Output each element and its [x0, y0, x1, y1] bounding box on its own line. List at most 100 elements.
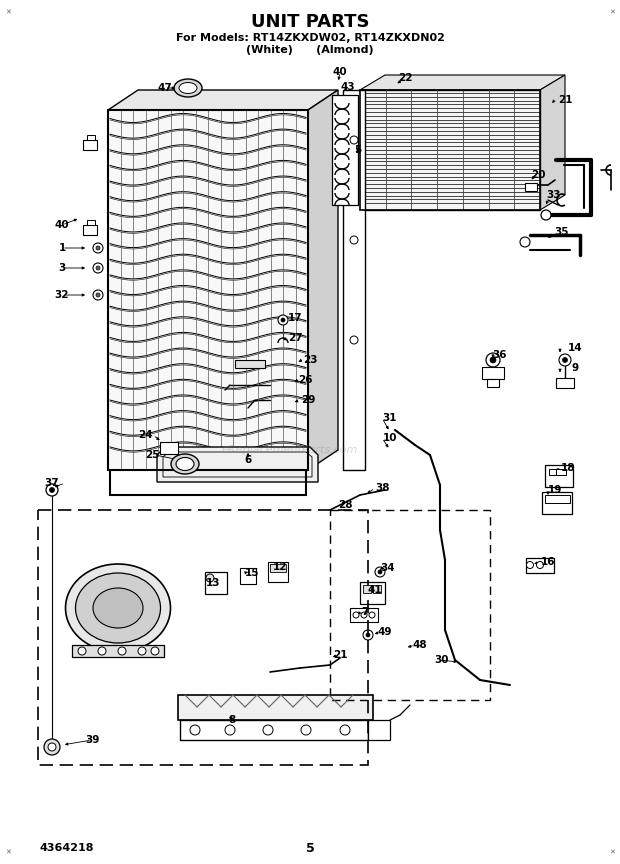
Text: 10: 10	[383, 433, 397, 443]
Polygon shape	[360, 75, 565, 90]
Circle shape	[48, 743, 56, 751]
Circle shape	[526, 562, 533, 569]
Ellipse shape	[76, 573, 161, 643]
Circle shape	[350, 136, 358, 144]
Circle shape	[225, 725, 235, 735]
Bar	[363, 585, 371, 593]
Text: 43: 43	[340, 82, 355, 92]
Ellipse shape	[179, 82, 197, 93]
Polygon shape	[308, 90, 338, 470]
Circle shape	[340, 725, 350, 735]
Polygon shape	[540, 75, 565, 210]
Text: 22: 22	[398, 73, 412, 83]
Text: UNIT PARTS: UNIT PARTS	[250, 13, 370, 31]
Circle shape	[96, 266, 100, 270]
Bar	[240, 568, 256, 584]
Circle shape	[50, 487, 55, 492]
Text: 25: 25	[144, 450, 159, 460]
Bar	[549, 469, 557, 475]
Text: 8: 8	[228, 715, 236, 725]
Text: ✕: ✕	[609, 9, 615, 15]
Bar	[360, 90, 540, 210]
Text: 17: 17	[288, 313, 303, 323]
Circle shape	[46, 484, 58, 496]
Circle shape	[366, 633, 370, 637]
Text: 20: 20	[531, 170, 545, 180]
Circle shape	[278, 315, 288, 325]
Text: 40: 40	[55, 220, 69, 230]
Bar	[556, 469, 566, 475]
Bar	[87, 135, 95, 140]
Text: 39: 39	[85, 735, 99, 745]
Text: 23: 23	[303, 355, 317, 365]
Bar	[330, 510, 490, 700]
Circle shape	[138, 647, 146, 655]
Ellipse shape	[174, 79, 202, 97]
Bar	[350, 608, 378, 622]
Polygon shape	[157, 447, 318, 482]
Bar	[180, 720, 368, 740]
Ellipse shape	[66, 564, 171, 652]
Bar	[268, 562, 288, 582]
Circle shape	[350, 236, 358, 244]
Circle shape	[361, 612, 367, 618]
Circle shape	[486, 353, 500, 367]
Text: 37: 37	[45, 478, 60, 488]
Text: ✕: ✕	[5, 9, 11, 15]
Text: eReplacementParts.com: eReplacementParts.com	[222, 445, 358, 455]
Circle shape	[559, 354, 571, 366]
Text: 48: 48	[413, 640, 427, 650]
Circle shape	[536, 562, 544, 569]
Bar	[83, 140, 97, 150]
Text: 5: 5	[355, 145, 361, 155]
Text: 49: 49	[378, 627, 392, 637]
Circle shape	[281, 318, 285, 322]
Circle shape	[375, 567, 385, 577]
Bar	[360, 582, 385, 604]
Text: 28: 28	[338, 500, 352, 510]
Text: 18: 18	[560, 463, 575, 473]
Text: 29: 29	[301, 395, 315, 405]
Text: 38: 38	[376, 483, 390, 493]
Text: 16: 16	[541, 557, 556, 567]
Text: 1: 1	[58, 243, 66, 253]
Ellipse shape	[171, 454, 199, 474]
Bar	[178, 695, 373, 720]
Text: 21: 21	[558, 95, 572, 105]
Circle shape	[93, 243, 103, 253]
Text: 40: 40	[333, 67, 347, 77]
Text: 30: 30	[435, 655, 449, 665]
Bar	[487, 379, 499, 387]
Text: 34: 34	[381, 563, 396, 573]
Text: (White)      (Almond): (White) (Almond)	[246, 45, 374, 55]
Bar	[332, 95, 358, 205]
Bar	[525, 183, 537, 191]
Text: 33: 33	[547, 190, 561, 200]
Circle shape	[541, 210, 551, 220]
Circle shape	[190, 725, 200, 735]
Text: 41: 41	[368, 585, 383, 595]
Circle shape	[301, 725, 311, 735]
Bar	[72, 645, 164, 657]
Text: 36: 36	[493, 350, 507, 360]
Circle shape	[353, 612, 359, 618]
Circle shape	[363, 630, 373, 640]
Text: 31: 31	[383, 413, 397, 423]
Circle shape	[378, 570, 382, 574]
Text: 21: 21	[333, 650, 347, 660]
Text: 15: 15	[245, 568, 259, 578]
Text: 35: 35	[555, 227, 569, 237]
Bar	[482, 367, 504, 379]
Text: For Models: RT14ZKXDW02, RT14ZKXDN02: For Models: RT14ZKXDW02, RT14ZKXDN02	[175, 33, 445, 43]
Bar	[556, 378, 574, 388]
Text: 27: 27	[288, 333, 303, 343]
Text: 19: 19	[548, 485, 562, 495]
Circle shape	[98, 647, 106, 655]
Bar	[542, 492, 572, 514]
Bar	[108, 110, 308, 470]
Bar	[545, 465, 573, 487]
Text: 4364218: 4364218	[40, 843, 94, 853]
Circle shape	[206, 574, 214, 582]
Circle shape	[263, 725, 273, 735]
Circle shape	[93, 290, 103, 300]
